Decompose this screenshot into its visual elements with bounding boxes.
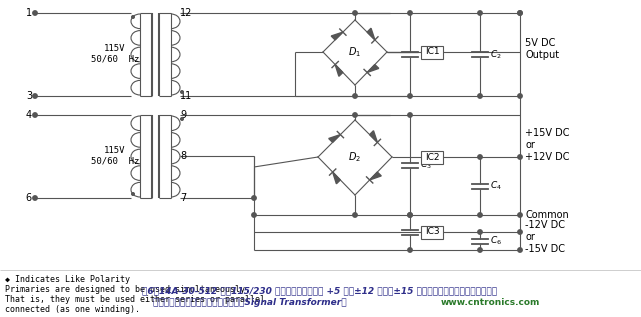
Circle shape: [181, 118, 183, 120]
Text: 3: 3: [26, 91, 32, 101]
FancyBboxPatch shape: [421, 46, 443, 59]
FancyBboxPatch shape: [421, 225, 443, 238]
Circle shape: [353, 94, 357, 98]
Circle shape: [33, 94, 37, 98]
Text: 图6：14A-30-512 采用115/230 伏输入电压，适用于 +5 伏或±12 伏直流±15 伏直流电源，具体取决于用户如何: 图6：14A-30-512 采用115/230 伏输入电压，适用于 +5 伏或±…: [142, 286, 497, 295]
Polygon shape: [370, 172, 381, 180]
Polygon shape: [329, 135, 340, 142]
Text: www.cntronics.com: www.cntronics.com: [440, 298, 540, 307]
Circle shape: [518, 155, 522, 159]
Polygon shape: [331, 32, 343, 40]
Circle shape: [518, 230, 522, 234]
Circle shape: [478, 213, 482, 217]
Text: $C_3$: $C_3$: [420, 159, 432, 171]
Text: 115V
50/60  Hz: 115V 50/60 Hz: [91, 146, 139, 166]
Text: 6: 6: [26, 193, 32, 203]
Circle shape: [518, 213, 522, 217]
Text: 9: 9: [180, 110, 186, 120]
Text: $C_2$: $C_2$: [490, 48, 502, 61]
Text: Common: Common: [525, 210, 569, 220]
Polygon shape: [333, 172, 340, 184]
Circle shape: [478, 11, 482, 15]
Text: 12: 12: [180, 8, 192, 18]
Circle shape: [33, 11, 37, 15]
Circle shape: [408, 213, 412, 217]
Text: IC2: IC2: [425, 152, 439, 161]
Text: 5V DC
Output: 5V DC Output: [525, 38, 559, 60]
Polygon shape: [367, 28, 375, 40]
Circle shape: [408, 213, 412, 217]
Circle shape: [408, 94, 412, 98]
Text: $D_1$: $D_1$: [349, 45, 362, 59]
Text: IC1: IC1: [425, 48, 439, 56]
Text: 4: 4: [26, 110, 32, 120]
Text: That is, they must be used either series or parallel: That is, they must be used either series…: [5, 295, 265, 304]
Circle shape: [33, 196, 37, 200]
Text: -12V DC
or
-15V DC: -12V DC or -15V DC: [525, 220, 565, 255]
Polygon shape: [335, 65, 343, 76]
Circle shape: [252, 196, 256, 200]
Circle shape: [408, 248, 412, 252]
Circle shape: [518, 248, 522, 252]
Circle shape: [33, 113, 37, 117]
Text: +15V DC
or
+12V DC: +15V DC or +12V DC: [525, 128, 569, 162]
Circle shape: [518, 11, 522, 15]
Polygon shape: [370, 131, 378, 142]
Circle shape: [518, 11, 522, 15]
Circle shape: [353, 213, 357, 217]
Text: 115V
50/60  Hz: 115V 50/60 Hz: [91, 44, 139, 64]
Circle shape: [478, 248, 482, 252]
Circle shape: [408, 11, 412, 15]
Text: $C_5$: $C_5$: [420, 226, 432, 239]
Circle shape: [353, 113, 357, 117]
Circle shape: [478, 155, 482, 159]
Circle shape: [131, 16, 135, 18]
Text: Primaries are designed to be used simultaneously.: Primaries are designed to be used simult…: [5, 285, 250, 294]
Circle shape: [478, 94, 482, 98]
Text: $C_1$: $C_1$: [420, 48, 432, 61]
FancyBboxPatch shape: [421, 151, 443, 164]
Text: 8: 8: [180, 151, 186, 161]
Text: ◆ Indicates Like Polarity: ◆ Indicates Like Polarity: [5, 275, 130, 284]
Circle shape: [408, 113, 412, 117]
Circle shape: [181, 91, 183, 93]
Text: $C_4$: $C_4$: [490, 180, 502, 192]
Circle shape: [478, 230, 482, 234]
Circle shape: [518, 94, 522, 98]
Text: $C_6$: $C_6$: [490, 235, 502, 247]
Circle shape: [252, 213, 256, 217]
Text: $D_2$: $D_2$: [349, 150, 362, 164]
Circle shape: [131, 193, 135, 195]
Text: 连接初级和次级侧绕组。（图片来源：Signal Transformer）: 连接初级和次级侧绕组。（图片来源：Signal Transformer）: [153, 298, 347, 307]
Text: 7: 7: [180, 193, 187, 203]
Text: IC3: IC3: [425, 228, 439, 236]
Circle shape: [353, 11, 357, 15]
Polygon shape: [367, 65, 379, 73]
Text: connected (as one winding).: connected (as one winding).: [5, 305, 140, 314]
Text: 11: 11: [180, 91, 192, 101]
Text: 1: 1: [26, 8, 32, 18]
